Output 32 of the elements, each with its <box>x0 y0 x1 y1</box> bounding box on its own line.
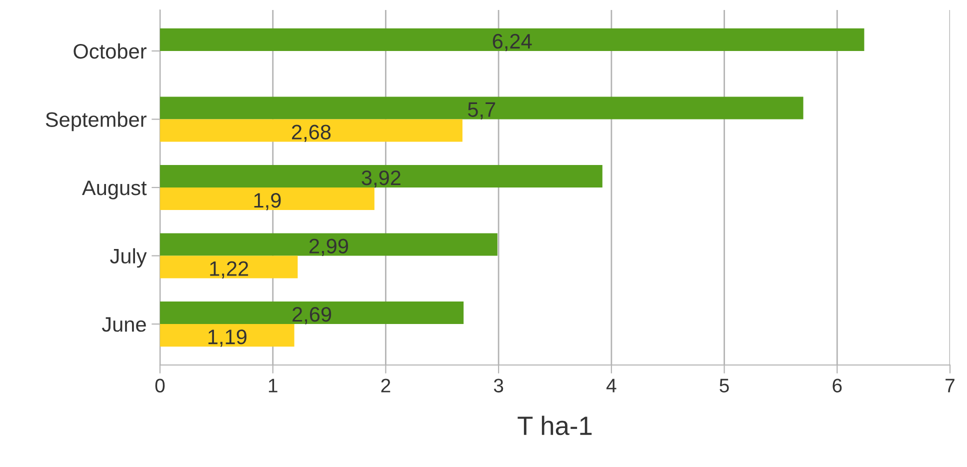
data-label: 6,24 <box>492 34 532 52</box>
x-tick-label: 5 <box>720 378 729 392</box>
bar <box>160 302 464 324</box>
data-label: 1,9 <box>254 192 281 210</box>
y-tick-label: August <box>82 180 147 200</box>
bar <box>160 188 374 210</box>
bar <box>160 324 294 347</box>
x-axis-title: T ha-1 <box>518 416 592 436</box>
x-tick-label: 4 <box>606 378 616 392</box>
bar <box>160 233 498 256</box>
bar <box>160 164 602 188</box>
x-tick-label: 3 <box>494 378 504 392</box>
x-tick-label: 1 <box>268 378 278 392</box>
x-tick-label: 0 <box>155 378 165 392</box>
data-label: 1,22 <box>210 261 248 278</box>
data-label: 1,19 <box>208 330 246 347</box>
bar <box>160 96 804 120</box>
data-label: 2,68 <box>292 124 331 142</box>
data-label: 2,69 <box>292 306 332 324</box>
data-label: 2,99 <box>310 238 348 256</box>
bar <box>160 119 462 142</box>
x-tick-label: 2 <box>381 378 390 392</box>
bar <box>160 28 864 51</box>
y-tick-label: October <box>74 43 146 59</box>
x-tick-label: 7 <box>946 378 954 392</box>
x-tick-label: 6 <box>832 378 842 392</box>
data-label: 5,7 <box>468 102 496 120</box>
bar <box>160 256 298 278</box>
y-tick-label: June <box>102 317 146 332</box>
y-tick-label: September <box>46 112 146 132</box>
data-label: 3,92 <box>362 170 400 188</box>
y-tick-label: July <box>110 248 147 268</box>
